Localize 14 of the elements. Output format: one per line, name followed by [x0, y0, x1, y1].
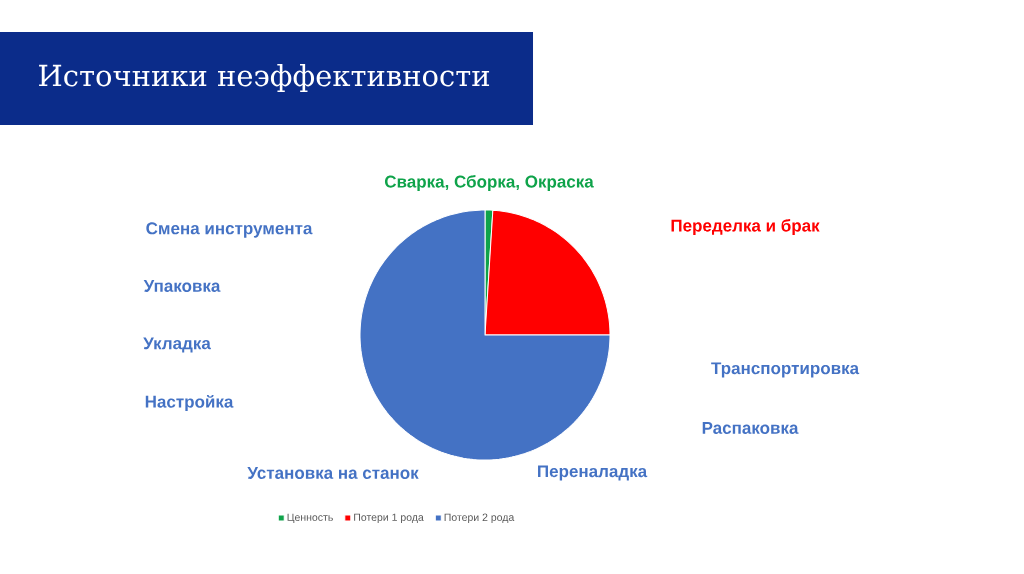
text: Переделка и брак [671, 219, 820, 235]
text: Установка на станок [247, 467, 419, 479]
text: Смена инструмента [146, 222, 313, 238]
text: Распаковка [702, 422, 799, 434]
text: Настройка [145, 394, 234, 412]
text: Укладка [143, 337, 211, 353]
text: Транспортировка [711, 362, 860, 378]
legend-label: Ценность [287, 513, 333, 523]
chart-title: Источники неэффективности [39, 63, 490, 93]
legend-label: Потери 1 рода [354, 513, 424, 524]
legend-label: Потери 2 рода [444, 513, 515, 524]
text: Переналадка [538, 465, 648, 481]
text: Упаковка [143, 280, 221, 292]
text: Сварка, Сборка, Окраска [384, 175, 594, 191]
